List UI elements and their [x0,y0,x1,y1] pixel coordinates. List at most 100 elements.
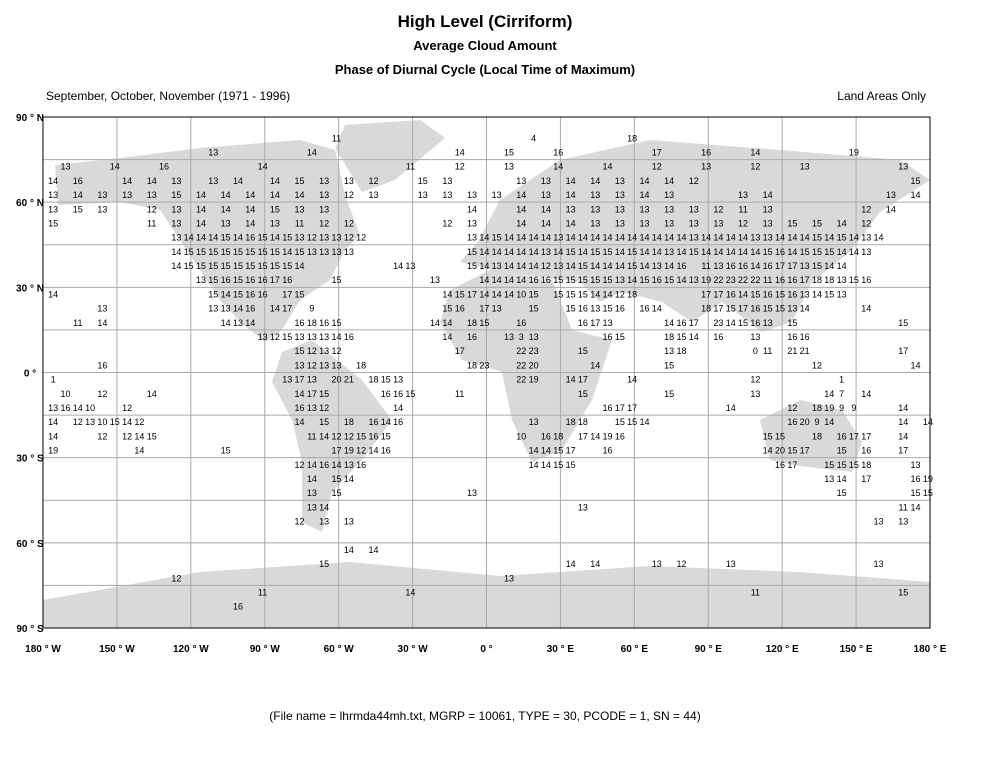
cell-value: 15 [221,261,231,271]
cell-value: 13 [911,460,921,470]
cell-value: 16 [245,233,255,243]
cell-value: 15 [73,204,83,214]
cell-value: 15 [184,261,194,271]
lon-label: 90 ° W [250,644,281,655]
cell-value: 16 [800,332,810,342]
cell-value: 15 [812,233,822,243]
lat-label: 60 ° S [16,539,44,550]
cell-value: 14 [270,233,280,243]
cell-value: 16 [615,431,625,441]
cell-value: 14 [763,190,773,200]
cell-value: 16 [676,318,686,328]
cell-value: 15 [812,247,822,257]
australia [760,400,862,472]
cell-value: 14 [381,417,391,427]
cell-value: 14 [664,176,674,186]
cell-value: 13 [492,304,502,314]
cell-value: 13 [295,360,305,370]
cell-value: 12 [307,233,317,243]
cell-value: 14 [627,233,637,243]
cell-value: 13 [442,176,452,186]
cell-value: 13 [418,190,428,200]
cell-value: 13 [331,247,341,257]
cell-value: 15 [282,332,292,342]
cell-value: 11 [455,389,464,399]
cell-value: 13 [319,176,329,186]
cell-value: 16 [726,261,736,271]
cell-value: 14 [516,247,526,257]
cell-value: 17 [652,147,662,157]
cell-value: 15 [812,218,822,228]
cell-value: 14 [689,332,699,342]
cell-value: 14 [639,190,649,200]
cell-value: 16 [676,261,686,271]
cell-value: 15 [824,247,834,257]
cell-value: 13 [504,332,514,342]
cell-value: 16 [578,304,588,314]
cell-value: 14 [529,247,539,257]
cell-value: 13 [664,204,674,214]
cell-value: 15 [319,389,329,399]
cell-value: 11 [751,588,760,598]
cell-value: 14 [812,289,822,299]
cell-value: 19 [849,147,859,157]
cell-value: 13 [750,332,760,342]
cell-value: 14 [750,247,760,257]
cell-value: 16 [381,446,391,456]
cell-value: 16 [603,403,613,413]
cell-value: 13 [48,190,58,200]
cell-value: 16 [233,602,243,612]
cell-value: 15 [258,247,268,257]
eurasia [460,140,930,332]
lat-label: 90 ° S [16,624,44,635]
cell-value: 10 [85,403,95,413]
cell-value: 16 [245,289,255,299]
cell-value: 14 [837,218,847,228]
cell-value: 13 [874,517,884,527]
cell-value: 14 [639,417,649,427]
cell-value: 14 [110,162,120,172]
cell-value: 17 [615,403,625,413]
cell-value: 16 [775,275,785,285]
cell-value: 14 [861,304,871,314]
cell-value: 15 [837,233,847,243]
cell-value: 15 [270,204,280,214]
cell-value: 13 [689,218,699,228]
cell-value: 15 [529,304,539,314]
cell-value: 13 [307,247,317,257]
cell-value: 14 [516,233,526,243]
cell-value: 14 [221,318,231,328]
cell-value: 14 [295,190,305,200]
cell-value: 14 [800,304,810,314]
cell-value: 14 [134,431,144,441]
cell-value: 14 [590,559,600,569]
cell-value: 15 [245,247,255,257]
cell-value: 15 [196,261,206,271]
cell-value: 13 [615,218,625,228]
cell-value: 14 [701,247,711,257]
cell-value: 16 [221,275,231,285]
cell-value: 13 [97,304,107,314]
cell-value: 10 [516,289,526,299]
cell-value: 13 [393,375,403,385]
cell-value: 13 [492,190,502,200]
cell-value: 14 [566,218,576,228]
cell-value: 17 [861,474,871,484]
cell-value: 14 [639,176,649,186]
cell-value: 12 [307,346,317,356]
cell-value: 13 [874,559,884,569]
cell-value: 13 [319,247,329,257]
cell-value: 13 [652,559,662,569]
cell-value: 14 [664,318,674,328]
cell-value: 15 [578,346,588,356]
cell-value: 13 [639,204,649,214]
cell-value: 15 [849,275,859,285]
cell-value: 13 [664,247,674,257]
cell-value: 15 [282,233,292,243]
cell-value: 13 [615,190,625,200]
cell-value: 14 [221,289,231,299]
cell-value: 16 [861,275,871,285]
cell-value: 18 [701,304,711,314]
cell-value: 12 [356,446,366,456]
cell-value: 17 [479,304,489,314]
